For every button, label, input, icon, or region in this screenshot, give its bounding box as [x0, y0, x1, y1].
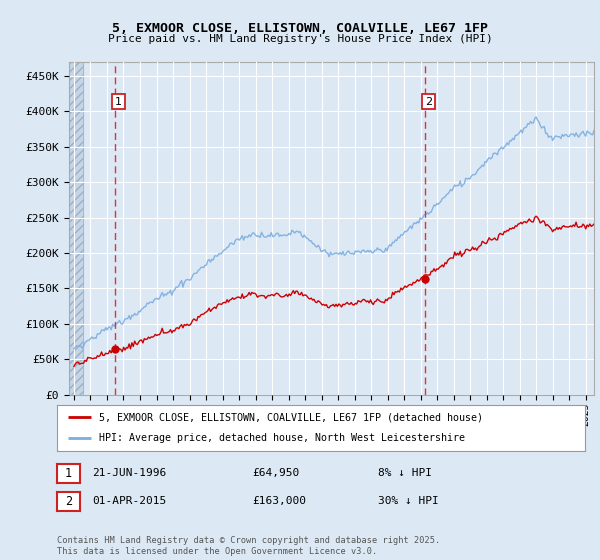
Text: 5, EXMOOR CLOSE, ELLISTOWN, COALVILLE, LE67 1FP (detached house): 5, EXMOOR CLOSE, ELLISTOWN, COALVILLE, L…: [99, 412, 483, 422]
Text: 1: 1: [65, 466, 72, 480]
Text: HPI: Average price, detached house, North West Leicestershire: HPI: Average price, detached house, Nort…: [99, 433, 465, 444]
Text: 1: 1: [115, 96, 122, 106]
Text: £163,000: £163,000: [252, 496, 306, 506]
Bar: [65, 62, 83, 395]
Bar: [65, 62, 83, 395]
Text: 01-APR-2015: 01-APR-2015: [92, 496, 166, 506]
Text: 21-JUN-1996: 21-JUN-1996: [92, 468, 166, 478]
Text: Contains HM Land Registry data © Crown copyright and database right 2025.
This d: Contains HM Land Registry data © Crown c…: [57, 536, 440, 556]
Text: 5, EXMOOR CLOSE, ELLISTOWN, COALVILLE, LE67 1FP: 5, EXMOOR CLOSE, ELLISTOWN, COALVILLE, L…: [112, 22, 488, 35]
Text: 30% ↓ HPI: 30% ↓ HPI: [378, 496, 439, 506]
Text: 2: 2: [65, 494, 72, 508]
Text: 8% ↓ HPI: 8% ↓ HPI: [378, 468, 432, 478]
Text: £64,950: £64,950: [252, 468, 299, 478]
Text: 2: 2: [425, 96, 432, 106]
Text: Price paid vs. HM Land Registry's House Price Index (HPI): Price paid vs. HM Land Registry's House …: [107, 34, 493, 44]
